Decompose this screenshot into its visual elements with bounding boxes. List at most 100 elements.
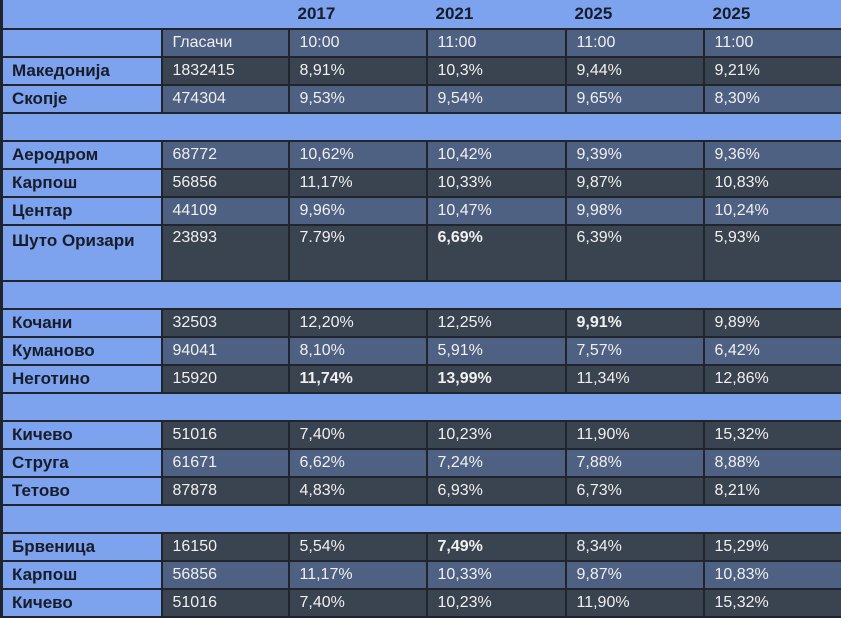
- years-header-row: 2017 2021 2025 2025: [0, 0, 841, 29]
- voters-cell: 51016: [160, 588, 290, 618]
- percent-cell: 10,62%: [287, 140, 428, 170]
- percent-cell: 9,89%: [702, 308, 841, 338]
- table-row: Кичево 51016 7,40% 10,23% 11,90% 15,32%: [0, 588, 841, 618]
- municipality-cell: Аеродром: [0, 140, 163, 170]
- percent-cell: 5,54%: [287, 532, 428, 562]
- year-header: 2025: [712, 4, 751, 23]
- municipality-cell: Кочани: [0, 308, 163, 338]
- subheader-row: Гласачи 10:00 11:00 11:00 11:00: [0, 28, 841, 58]
- municipality-cell: Кичево: [0, 588, 163, 618]
- table-row: Куманово 94041 8,10% 5,91% 7,57% 6,42%: [0, 336, 841, 366]
- municipality-cell: Карпош: [0, 168, 163, 198]
- time-header: 11:00: [564, 28, 705, 58]
- percent-cell: 9,53%: [287, 84, 428, 114]
- percent-cell: 10,24%: [702, 196, 841, 226]
- percent-cell: 7.79%: [287, 224, 428, 282]
- voters-header: Гласачи: [160, 28, 290, 58]
- table-row: Скопје 474304 9,53% 9,54% 9,65% 8,30%: [0, 84, 841, 114]
- municipality-cell: Центар: [0, 196, 163, 226]
- table-row: Кочани 32503 12,20% 12,25% 9,91% 9,89%: [0, 308, 841, 338]
- subheader-blank-cell: [0, 28, 163, 58]
- percent-cell: 9,36%: [702, 140, 841, 170]
- municipality-cell: Брвеница: [0, 532, 163, 562]
- spacer-cell: [0, 281, 841, 309]
- percent-cell: 8,91%: [287, 56, 428, 86]
- percent-cell: 8,34%: [564, 532, 705, 562]
- percent-cell: 9,91%: [564, 308, 705, 338]
- municipality-cell: Македонија: [0, 56, 163, 86]
- voters-cell: 44109: [160, 196, 290, 226]
- percent-cell: 8,88%: [702, 448, 841, 478]
- percent-cell: 9,87%: [564, 560, 705, 590]
- voters-cell: 68772: [160, 140, 290, 170]
- percent-cell: 10,83%: [702, 168, 841, 198]
- percent-cell: 8,21%: [702, 476, 841, 506]
- percent-cell: 13,99%: [425, 364, 567, 394]
- table-row: Кичево 51016 7,40% 10,23% 11,90% 15,32%: [0, 420, 841, 450]
- percent-cell: 8,10%: [287, 336, 428, 366]
- percent-cell: 12,20%: [287, 308, 428, 338]
- percent-cell: 10,3%: [425, 56, 567, 86]
- time-header: 10:00: [287, 28, 428, 58]
- percent-cell: 6,69%: [425, 224, 567, 282]
- percent-cell: 10,33%: [425, 560, 567, 590]
- percent-cell: 9,98%: [564, 196, 705, 226]
- percent-cell: 7,88%: [564, 448, 705, 478]
- percent-cell: 4,83%: [287, 476, 428, 506]
- voters-cell: 23893: [160, 224, 290, 282]
- percent-cell: 10,23%: [425, 588, 567, 618]
- percent-cell: 15,32%: [702, 420, 841, 450]
- table-row: Неготино 15920 11,74% 13,99% 11,34% 12,86%: [0, 364, 841, 394]
- percent-cell: 10,23%: [425, 420, 567, 450]
- table-row: Тетово 87878 4,83% 6,93% 6,73% 8,21%: [0, 476, 841, 506]
- voters-cell: 87878: [160, 476, 290, 506]
- percent-cell: 6,42%: [702, 336, 841, 366]
- time-header: 11:00: [425, 28, 567, 58]
- percent-cell: 9,96%: [287, 196, 428, 226]
- percent-cell: 9,87%: [564, 168, 705, 198]
- spacer-cell: [0, 113, 841, 141]
- voters-cell: 56856: [160, 168, 290, 198]
- percent-cell: 10,83%: [702, 560, 841, 590]
- percent-cell: 11,17%: [287, 168, 428, 198]
- voters-cell: 32503: [160, 308, 290, 338]
- percent-cell: 7,49%: [425, 532, 567, 562]
- percent-cell: 9,21%: [702, 56, 841, 86]
- percent-cell: 9,65%: [564, 84, 705, 114]
- table-row: Брвеница 16150 5,54% 7,49% 8,34% 15,29%: [0, 532, 841, 562]
- percent-cell: 9,39%: [564, 140, 705, 170]
- voters-cell: 16150: [160, 532, 290, 562]
- year-header: 2021: [435, 4, 474, 23]
- percent-cell: 6,62%: [287, 448, 428, 478]
- table-row: Карпош 56856 11,17% 10,33% 9,87% 10,83%: [0, 560, 841, 590]
- percent-cell: 11,17%: [287, 560, 428, 590]
- voters-cell: 474304: [160, 84, 290, 114]
- percent-cell: 12,86%: [702, 364, 841, 394]
- year-header: 2025: [574, 4, 613, 23]
- percent-cell: 5,93%: [702, 224, 841, 282]
- percent-cell: 11,90%: [564, 420, 705, 450]
- spacer-cell: [0, 393, 841, 421]
- spacer-row: [0, 505, 841, 533]
- percent-cell: 7,40%: [287, 420, 428, 450]
- voters-cell: 94041: [160, 336, 290, 366]
- table-row: Шуто Оризари 23893 7.79% 6,69% 6,39% 5,93%: [0, 224, 841, 282]
- time-header: 11:00: [702, 28, 841, 58]
- percent-cell: 6,73%: [564, 476, 705, 506]
- spacer-row: [0, 281, 841, 309]
- municipality-cell: Карпош: [0, 560, 163, 590]
- voters-cell: 51016: [160, 420, 290, 450]
- spacer-row: [0, 113, 841, 141]
- percent-cell: 11,34%: [564, 364, 705, 394]
- municipality-cell: Скопје: [0, 84, 163, 114]
- municipality-cell: Шуто Оризари: [0, 224, 163, 282]
- table-row: Центар 44109 9,96% 10,47% 9,98% 10,24%: [0, 196, 841, 226]
- municipality-cell: Куманово: [0, 336, 163, 366]
- years-row-blank-cell: [0, 0, 289, 29]
- table-row: Струга 61671 6,62% 7,24% 7,88% 8,88%: [0, 448, 841, 478]
- percent-cell: 12,25%: [425, 308, 567, 338]
- percent-cell: 10,47%: [425, 196, 567, 226]
- table-row: Македонија 1832415 8,91% 10,3% 9,44% 9,21%: [0, 56, 841, 86]
